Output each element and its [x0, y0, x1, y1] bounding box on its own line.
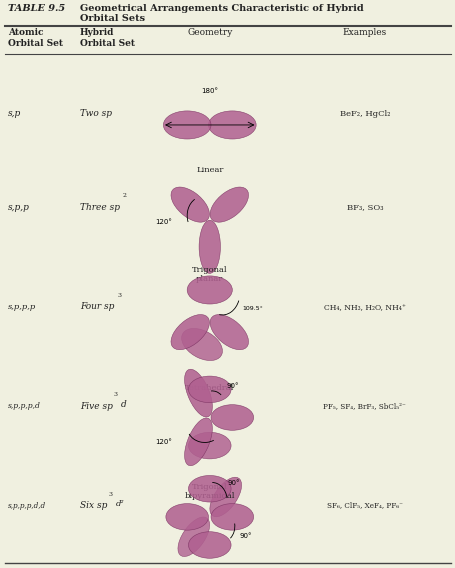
Text: 180°: 180° [201, 87, 218, 94]
Text: s,p: s,p [8, 109, 21, 118]
Ellipse shape [171, 315, 209, 350]
Ellipse shape [181, 328, 222, 361]
Text: s,p,p,p,d: s,p,p,p,d [8, 402, 41, 410]
Ellipse shape [211, 404, 253, 431]
Text: Orbital Sets: Orbital Sets [80, 14, 145, 23]
Text: 109.5°: 109.5° [242, 306, 263, 311]
Text: BF₃, SO₃: BF₃, SO₃ [346, 203, 382, 211]
Text: 120°: 120° [155, 440, 172, 445]
Ellipse shape [199, 220, 220, 273]
Text: Hybrid
Orbital Set: Hybrid Orbital Set [80, 28, 135, 48]
Text: Three sp: Three sp [80, 203, 120, 212]
Text: d²: d² [115, 500, 124, 508]
Text: 90°: 90° [227, 479, 239, 486]
Ellipse shape [209, 477, 241, 517]
Ellipse shape [211, 504, 253, 530]
Ellipse shape [188, 432, 231, 459]
Text: Six sp: Six sp [80, 501, 107, 510]
Text: 3: 3 [108, 492, 112, 496]
Text: 120°: 120° [155, 219, 172, 225]
Text: Trigonal
bipyramidal: Trigonal bipyramidal [184, 483, 234, 500]
Text: CH₄, NH₃, H₂O, NH₄⁺: CH₄, NH₃, H₂O, NH₄⁺ [323, 303, 405, 311]
Text: PF₅, SF₄, BrF₃, SbCl₅²⁻: PF₅, SF₄, BrF₃, SbCl₅²⁻ [323, 402, 405, 410]
Text: 3: 3 [117, 293, 121, 298]
Text: Atomic
Orbital Set: Atomic Orbital Set [8, 28, 63, 48]
Ellipse shape [163, 111, 211, 139]
Text: Tetrahedral: Tetrahedral [185, 384, 234, 392]
Ellipse shape [210, 187, 248, 222]
Text: TABLE 9.5: TABLE 9.5 [8, 4, 65, 13]
Text: Linear: Linear [196, 166, 223, 174]
Ellipse shape [184, 369, 212, 417]
Ellipse shape [188, 475, 231, 502]
Text: Examples: Examples [342, 28, 386, 37]
Text: 2: 2 [122, 194, 126, 198]
Ellipse shape [184, 418, 212, 466]
Text: s,p,p,p: s,p,p,p [8, 303, 36, 311]
Ellipse shape [177, 517, 209, 557]
Text: d: d [121, 400, 126, 410]
Ellipse shape [208, 111, 256, 139]
Text: 90°: 90° [226, 383, 238, 389]
Text: Geometry: Geometry [187, 28, 232, 37]
Ellipse shape [171, 187, 209, 222]
Text: 3: 3 [113, 392, 117, 397]
Text: Two sp: Two sp [80, 109, 111, 118]
Ellipse shape [187, 276, 232, 304]
Text: Trigonal
planar: Trigonal planar [192, 266, 227, 283]
Text: BeF₂, HgCl₂: BeF₂, HgCl₂ [339, 110, 389, 118]
Text: 90°: 90° [239, 533, 252, 538]
Ellipse shape [188, 376, 231, 403]
Ellipse shape [166, 504, 208, 530]
Text: s,p,p,p,d,d: s,p,p,p,d,d [8, 502, 46, 509]
Text: s,p,p: s,p,p [8, 203, 30, 212]
Ellipse shape [210, 315, 248, 350]
Text: SF₆, ClF₅, XeF₄, PF₆⁻: SF₆, ClF₅, XeF₄, PF₆⁻ [326, 502, 402, 509]
Text: Geometrical Arrangements Characteristic of Hybrid: Geometrical Arrangements Characteristic … [80, 4, 363, 13]
Ellipse shape [188, 532, 231, 558]
Text: Five sp: Five sp [80, 402, 112, 411]
Text: Four sp: Four sp [80, 302, 114, 311]
